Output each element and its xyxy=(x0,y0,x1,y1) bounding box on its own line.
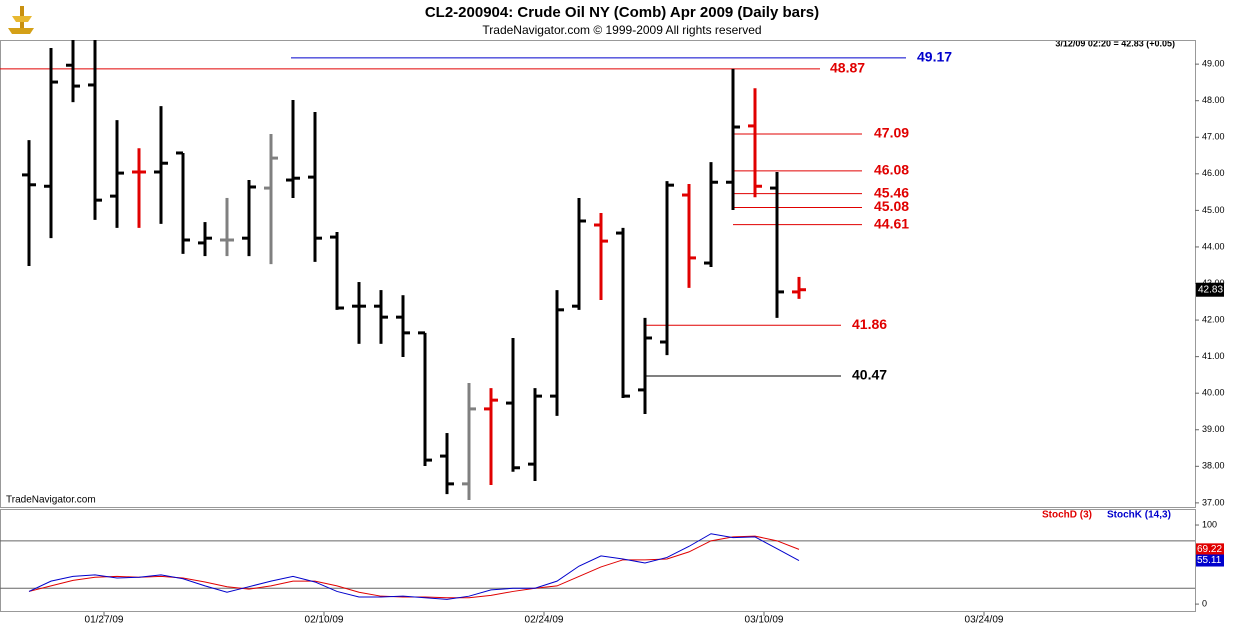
y-tick-label: 39.00 xyxy=(1202,424,1225,434)
last-value-label: 69.22 xyxy=(1197,544,1222,555)
last-price-label: 42.83 xyxy=(1198,284,1223,295)
stoch-line xyxy=(28,533,800,600)
y-tick-label: 44.00 xyxy=(1202,241,1225,251)
last-value-label: 55.11 xyxy=(1197,555,1222,566)
y-tick-label: 45.00 xyxy=(1202,205,1225,215)
level-label: 49.17 xyxy=(917,49,952,65)
y-tick-label: 41.00 xyxy=(1202,351,1225,361)
level-label: 48.87 xyxy=(830,60,865,76)
legend-entry: StochK (14,3) xyxy=(1107,510,1171,521)
level-label: 44.61 xyxy=(874,215,909,231)
y-tick-label: 0 xyxy=(1202,598,1207,608)
chart-subtitle: TradeNavigator.com © 1999-2009 All right… xyxy=(482,23,761,37)
level-label: 41.86 xyxy=(852,316,887,332)
level-label: 45.46 xyxy=(874,184,909,200)
x-tick-label: 01/27/09 xyxy=(85,615,124,626)
main-panel-frame xyxy=(0,40,1196,508)
level-label: 40.47 xyxy=(852,367,887,383)
last-value-box xyxy=(1196,543,1224,556)
y-tick-label: 42.00 xyxy=(1202,314,1225,324)
stoch-panel-frame xyxy=(0,509,1196,612)
x-tick-label: 02/24/09 xyxy=(525,615,564,626)
level-label: 47.09 xyxy=(874,125,909,141)
watermark: TradeNavigator.com xyxy=(6,495,96,506)
level-label: 45.08 xyxy=(874,198,909,214)
last-value-box xyxy=(1196,554,1224,567)
x-tick-label: 03/10/09 xyxy=(745,615,784,626)
y-tick-label: 49.00 xyxy=(1202,59,1225,69)
x-tick-label: 03/24/09 xyxy=(965,615,1004,626)
y-tick-label: 100 xyxy=(1202,519,1217,529)
y-tick-label: 40.00 xyxy=(1202,388,1225,398)
y-tick-label: 47.00 xyxy=(1202,132,1225,142)
status-text: 3/12/09 02:20 = 42.83 (+0.05) xyxy=(1055,38,1175,48)
legend-entry: StochD (3) xyxy=(1042,510,1092,521)
level-label: 46.08 xyxy=(874,162,909,178)
y-tick-label: 46.00 xyxy=(1202,168,1225,178)
x-tick-label: 02/10/09 xyxy=(305,615,344,626)
last-price-box xyxy=(1196,282,1224,297)
chart-title: CL2-200904: Crude Oil NY (Comb) Apr 2009… xyxy=(425,4,819,21)
y-tick-label: 38.00 xyxy=(1202,461,1225,471)
y-tick-label: 48.00 xyxy=(1202,95,1225,105)
main-plot xyxy=(0,40,906,500)
logo xyxy=(8,6,34,34)
y-tick-label: 37.00 xyxy=(1202,497,1225,507)
